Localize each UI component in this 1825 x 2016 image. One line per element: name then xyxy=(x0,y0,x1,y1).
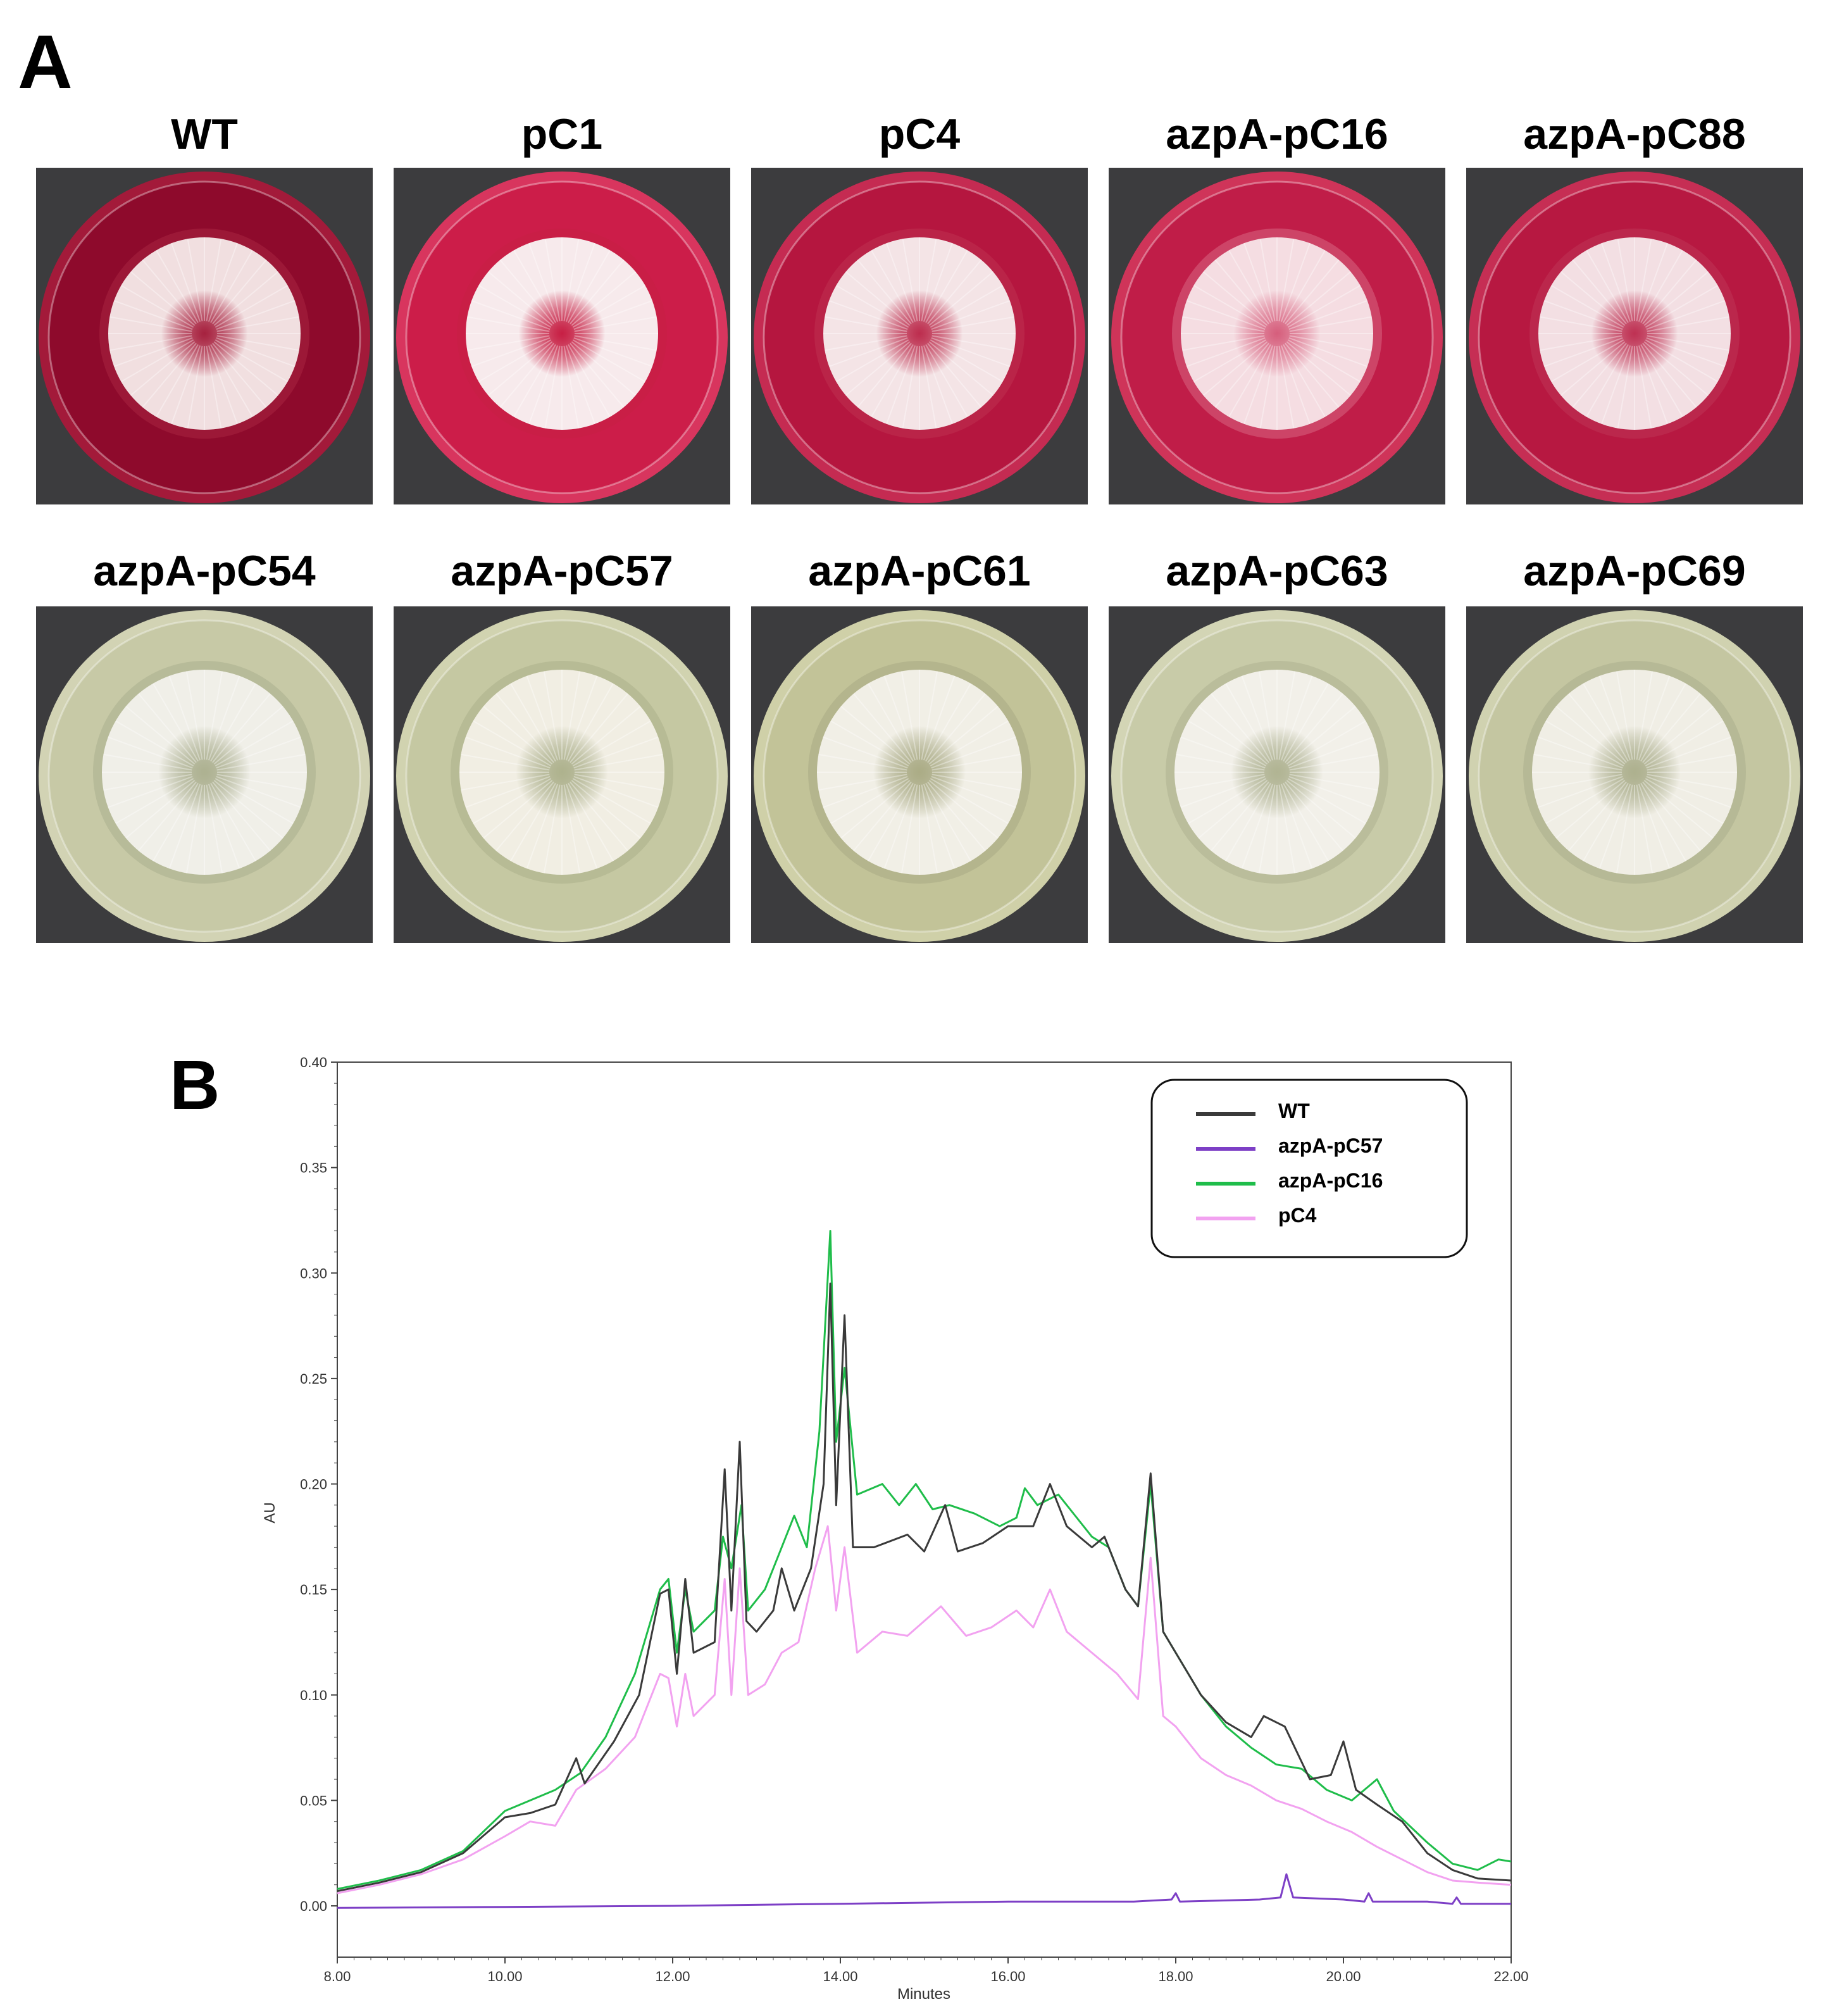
petri-dish-photo xyxy=(36,168,373,504)
colony xyxy=(459,670,664,875)
colony xyxy=(1532,670,1737,875)
series-line-azpa-pc57 xyxy=(337,1873,1511,1909)
x-tick-label: 10.00 xyxy=(487,1969,522,1984)
x-tick-label: 8.00 xyxy=(324,1969,351,1984)
y-axis-title: AU xyxy=(261,1502,278,1523)
plate-label: pC1 xyxy=(521,110,603,158)
legend-label: azpA-pC57 xyxy=(1278,1134,1383,1157)
plate-label: azpA-pC61 xyxy=(808,547,1031,595)
plate-label: azpA-pC57 xyxy=(451,547,673,595)
y-tick-label: 0.00 xyxy=(300,1898,327,1914)
y-tick-label: 0.05 xyxy=(300,1793,327,1808)
petri-dish-photo xyxy=(751,168,1088,504)
plate-label: pC4 xyxy=(878,110,961,158)
y-tick-label: 0.10 xyxy=(300,1687,327,1703)
x-tick-label: 20.00 xyxy=(1326,1969,1361,1984)
x-tick-label: 12.00 xyxy=(655,1969,690,1984)
colony xyxy=(108,237,301,430)
x-tick-label: 18.00 xyxy=(1158,1969,1193,1984)
y-tick-label: 0.25 xyxy=(300,1371,327,1387)
plate-label: azpA-pC54 xyxy=(93,547,316,595)
series-layer xyxy=(337,1230,1512,1909)
plate-label: azpA-pC88 xyxy=(1523,110,1746,158)
x-tick-label: 14.00 xyxy=(823,1969,857,1984)
y-tick-label: 0.30 xyxy=(300,1265,327,1281)
colony xyxy=(1181,237,1373,430)
series-line-wt xyxy=(337,1282,1512,1893)
y-tick-label: 0.15 xyxy=(300,1582,327,1598)
petri-dish-photo xyxy=(1109,606,1445,943)
colony xyxy=(102,670,307,875)
colony xyxy=(1538,237,1731,430)
petri-dish-photo xyxy=(394,606,730,943)
colony xyxy=(817,670,1022,875)
panel-a-letter: A xyxy=(18,20,73,104)
colony xyxy=(466,237,658,430)
legend-box xyxy=(1150,1079,1468,1258)
colony xyxy=(1174,670,1380,875)
panel-b-letter: B xyxy=(170,1046,220,1124)
petri-dish-photo xyxy=(36,606,373,943)
x-tick-label: 16.00 xyxy=(990,1969,1025,1984)
plate-label: WT xyxy=(171,110,238,158)
x-axis: 8.00 10.00 12.00 14.00 16.00 18.00 20.00 22.00 xyxy=(324,1957,1529,1984)
legend-label: WT xyxy=(1278,1099,1310,1122)
series-line-azpa-pc16 xyxy=(337,1230,1512,1890)
x-axis-title: Minutes xyxy=(897,1986,950,2003)
plate-label: azpA-pC63 xyxy=(1166,547,1388,595)
petri-dish-photo xyxy=(1466,606,1803,943)
y-tick-label: 0.35 xyxy=(300,1160,327,1176)
petri-dish-photo xyxy=(1109,168,1445,504)
series-line-pc4 xyxy=(337,1525,1512,1894)
x-tick-label: 22.00 xyxy=(1493,1969,1528,1984)
legend: WT azpA-pC57 azpA-pC16 pC4 xyxy=(1150,1079,1468,1258)
plate-label: azpA-pC69 xyxy=(1523,547,1746,595)
legend-label: azpA-pC16 xyxy=(1278,1169,1383,1192)
petri-dish-photo xyxy=(1466,168,1803,504)
colony xyxy=(823,237,1016,430)
petri-dish-photo xyxy=(394,168,730,504)
y-tick-label: 0.40 xyxy=(300,1055,327,1070)
chromatogram-chart: 0.00 0.05 0.10 0.15 0.20 0.25 0.30 0.35 0.40 8.0… xyxy=(261,1055,1529,2003)
y-axis: 0.00 0.05 0.10 0.15 0.20 0.25 0.30 0.35 0.40 xyxy=(300,1055,337,1914)
y-tick-label: 0.20 xyxy=(300,1477,327,1493)
plate-label: azpA-pC16 xyxy=(1166,110,1388,158)
legend-label: pC4 xyxy=(1278,1204,1317,1227)
petri-dish-photo xyxy=(751,606,1088,943)
